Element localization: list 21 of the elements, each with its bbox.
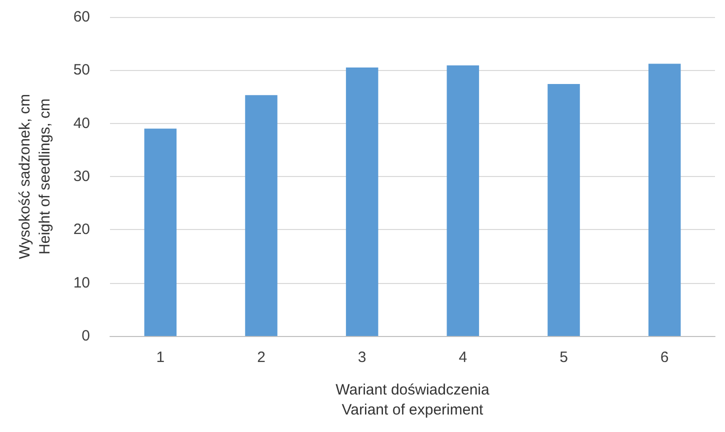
bar bbox=[648, 64, 681, 336]
bar bbox=[346, 68, 378, 336]
x-tick-label: 1 bbox=[156, 349, 165, 366]
y-axis-title: Wysokość sadzonek, cm Height of seedlings, cm bbox=[16, 94, 54, 259]
y-tick-label: 50 bbox=[73, 62, 90, 79]
y-tick-label: 60 bbox=[73, 8, 90, 26]
bar bbox=[245, 95, 278, 336]
x-tick-label: 5 bbox=[560, 349, 568, 366]
y-tick-label: 0 bbox=[82, 328, 90, 344]
x-axis-title: Wariant doświadczenia Variant of experiment bbox=[336, 382, 490, 418]
y-tick-label: 10 bbox=[73, 274, 90, 292]
x-tick-label: 4 bbox=[458, 349, 468, 366]
bar bbox=[144, 128, 177, 336]
y-tick-label: 40 bbox=[73, 114, 90, 132]
y-tick-label: 30 bbox=[73, 168, 90, 185]
y-tick-label: 20 bbox=[73, 221, 90, 238]
x-tick-label: 2 bbox=[257, 349, 266, 366]
bar bbox=[548, 84, 580, 336]
bar bbox=[446, 65, 480, 336]
x-tick-label: 6 bbox=[660, 349, 669, 366]
x-tick-label: 3 bbox=[358, 349, 366, 366]
